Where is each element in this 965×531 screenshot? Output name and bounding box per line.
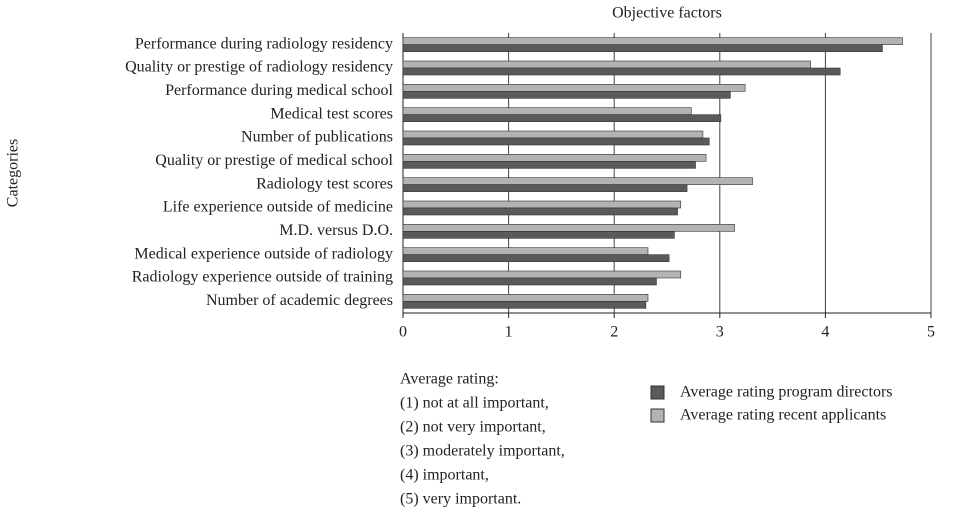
note-line: (2) not very important, — [400, 419, 546, 436]
bar — [402, 154, 707, 162]
bar — [402, 184, 688, 192]
legend-label: Average rating program directors — [680, 384, 893, 401]
chart-title: Objective factors — [612, 5, 722, 22]
x-tick-label: 5 — [927, 324, 935, 341]
bar — [402, 107, 692, 115]
x-tick-label: 1 — [505, 324, 513, 341]
x-tick-label: 3 — [716, 324, 724, 341]
y-tick-label: Life experience outside of medicine — [163, 199, 393, 216]
y-tick-label: Medical test scores — [270, 105, 393, 122]
bar — [402, 37, 903, 45]
note-title: Average rating: — [400, 371, 499, 388]
y-tick-label: Radiology test scores — [256, 175, 393, 192]
x-tick-label: 2 — [610, 324, 618, 341]
bar — [402, 200, 682, 209]
y-axis-label: Categories — [5, 139, 22, 207]
note-line: (1) not at all important, — [400, 395, 549, 412]
y-tick-label: Radiology experience outside of training — [132, 269, 393, 286]
bar — [402, 270, 682, 279]
bar — [402, 301, 647, 309]
bar — [402, 44, 883, 52]
bar — [402, 177, 753, 185]
bar — [402, 161, 696, 169]
bar — [402, 91, 731, 99]
bar — [402, 130, 704, 139]
bar — [402, 67, 841, 76]
y-tick-label: Performance during radiology residency — [135, 35, 393, 52]
note-line: (3) moderately important, — [400, 443, 565, 460]
y-tick-label: Number of publications — [241, 129, 393, 146]
bar — [402, 247, 649, 255]
bar — [402, 231, 675, 239]
legend-label: Average rating recent applicants — [680, 407, 886, 424]
y-tick-label: Number of academic degrees — [206, 292, 393, 309]
legend-swatch — [650, 385, 665, 400]
y-tick-label: Quality or prestige of radiology residen… — [125, 59, 393, 76]
x-tick-label: 0 — [399, 324, 407, 341]
bar — [402, 224, 735, 232]
bar — [402, 60, 811, 69]
note-line: (5) very important. — [400, 491, 521, 508]
bar — [402, 207, 678, 216]
bar — [402, 114, 722, 122]
x-tick-label: 4 — [821, 324, 829, 341]
y-tick-label: M.D. versus D.O. — [279, 222, 393, 239]
bar — [402, 254, 670, 262]
note-line: (4) important, — [400, 467, 489, 484]
y-tick-label: Quality or prestige of medical school — [155, 152, 393, 169]
y-tick-label: Medical experience outside of radiology — [134, 245, 393, 262]
bar — [402, 84, 746, 92]
bar — [402, 137, 710, 146]
bar — [402, 277, 657, 286]
legend-swatch — [650, 408, 665, 423]
bar — [402, 294, 649, 302]
y-tick-label: Performance during medical school — [165, 82, 393, 99]
